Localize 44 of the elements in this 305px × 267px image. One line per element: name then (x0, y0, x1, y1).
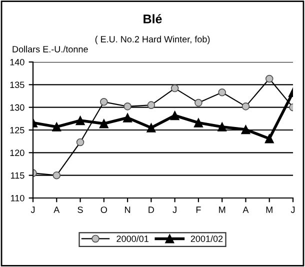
legend-label: 2000/01 (116, 235, 148, 242)
point (76, 138, 84, 146)
x-tick-label: S (78, 206, 83, 213)
y-tick-label: 115 (10, 172, 24, 179)
point (194, 98, 202, 107)
point (170, 84, 179, 92)
x-tick-label: J (30, 206, 35, 213)
y-tick-label: 135 (10, 82, 24, 88)
x-tick-label: M (266, 206, 272, 213)
point (76, 116, 85, 126)
point (124, 102, 132, 110)
point (218, 88, 226, 96)
point (264, 134, 274, 144)
x-tick-label: F (196, 206, 201, 213)
y-tick-label: 140 (10, 58, 24, 66)
y-tick-label: 110 (10, 194, 24, 202)
point (52, 171, 61, 180)
x-tick-label: M (219, 206, 226, 213)
point (170, 110, 180, 120)
chart-title: Blé (144, 14, 162, 24)
x-tick-label: J (172, 206, 176, 213)
x-tick-label: N (125, 206, 130, 213)
point (194, 118, 204, 128)
point (242, 102, 250, 110)
point (52, 122, 62, 132)
point (241, 124, 250, 134)
point (99, 119, 108, 128)
point (100, 98, 108, 106)
x-tick-label: D (148, 206, 154, 213)
y-axis-title: Dollars E.-U./tonne (12, 46, 88, 52)
y-tick-label: 125 (10, 126, 24, 134)
y-tick-label: 120 (10, 150, 24, 156)
point (265, 74, 274, 83)
point (146, 123, 156, 132)
x-tick-label: O (100, 206, 107, 213)
x-tick-label: A (54, 206, 60, 213)
legend-label: 2001/02 (190, 235, 223, 242)
point (218, 122, 227, 132)
chart-subtitle: ( E.U. No.2 Hard Winter, fob) (95, 36, 210, 44)
point (147, 101, 156, 109)
x-tick-label: J (290, 206, 295, 213)
point (122, 113, 132, 122)
y-tick-label: 130 (10, 104, 24, 111)
x-tick-label: A (242, 206, 249, 213)
